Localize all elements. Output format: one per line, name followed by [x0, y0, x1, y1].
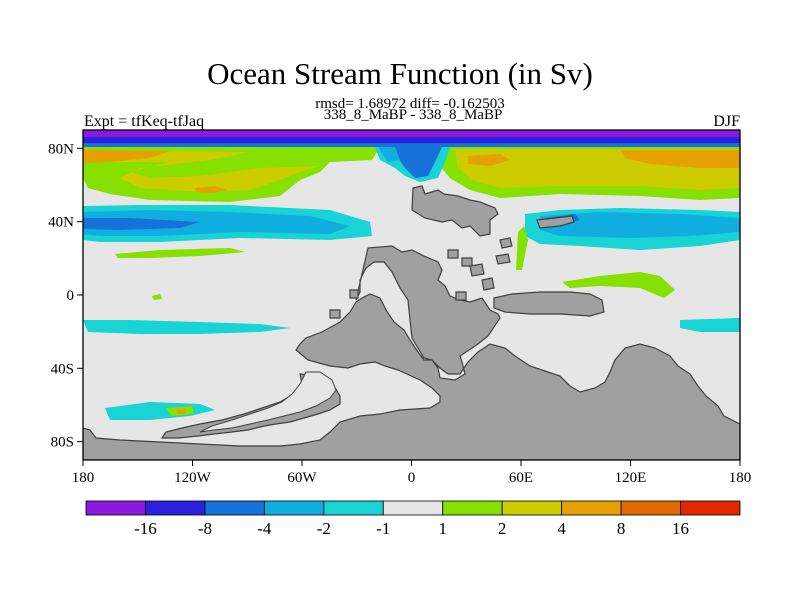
contour-east-tropic-green: [562, 272, 675, 298]
x-tick-label: 60W: [287, 470, 317, 486]
x-tick-label: 0: [408, 470, 416, 486]
land-island-5: [481, 277, 495, 291]
contour-tropic-small-green: [152, 294, 162, 300]
colorbar-label: 4: [557, 519, 566, 538]
land-main-continent: [83, 245, 740, 460]
y-tick-label: 80N: [48, 141, 74, 157]
colorbar-label: -8: [198, 519, 212, 538]
experiment-label: Expt = tfKeq-tfJaq: [84, 113, 205, 130]
polar-band-light-blue: [83, 143, 740, 147]
colorbar-swatch: [561, 500, 622, 516]
x-tick-label: 60E: [509, 470, 533, 486]
y-axis-ticks: 80N 40N 0 40S 80S: [48, 141, 74, 450]
contour-east-high-lat-orange-1: [468, 154, 510, 166]
contour-south-tropic-cyan-west: [83, 320, 290, 334]
colorbar-swatch: [680, 500, 741, 516]
land-island-1: [447, 249, 459, 259]
x-tick-label: 120W: [174, 470, 212, 486]
interior-gap-1: [199, 371, 337, 433]
colorbar-label: 8: [617, 519, 626, 538]
land-se-block: [493, 291, 605, 317]
y-tick-label: 80S: [51, 435, 74, 451]
contour-east-small-green: [516, 226, 528, 270]
season-label: DJF: [713, 113, 740, 130]
land-island-8: [349, 289, 359, 299]
land-island-2: [461, 257, 473, 267]
colorbar-label: -4: [257, 519, 272, 538]
polar-band-violet: [83, 130, 740, 137]
x-tick-label: 120E: [615, 470, 647, 486]
colorbar-swatch: [85, 500, 146, 516]
y-tick-label: 0: [67, 288, 75, 304]
contour-arctic-gap-blue: [392, 147, 442, 178]
contour-east-high-lat-orange-2: [620, 150, 740, 168]
contour-west-tropic-green: [115, 248, 245, 258]
colorbar-swatch: [442, 500, 503, 516]
colorbar-label: 16: [672, 519, 689, 538]
colorbar-label: 2: [498, 519, 507, 538]
colorbar-label: 1: [438, 519, 447, 538]
colorbar-swatch: [204, 500, 265, 516]
contour-east-midlat-sky: [540, 212, 740, 238]
chart-subtitle: 338_8_MaBP - 338_8_MaBP: [323, 107, 503, 123]
contour-south-tropic-cyan-east: [680, 318, 740, 332]
land-island-3: [469, 263, 485, 277]
land-island-7: [329, 309, 341, 319]
y-tick-label: 40N: [48, 215, 74, 231]
colorbar-label: -16: [134, 519, 157, 538]
rmsd-text: rmsd= 1.68972 diff= -0.162503: [315, 96, 505, 112]
colorbar-swatch: [263, 500, 325, 516]
colorbar: -16 -8 -4 -2 -1 1 2 4 8 16: [85, 500, 741, 538]
land-island-4: [495, 253, 511, 265]
y-tick-label: 40S: [51, 361, 74, 377]
chart-title: Ocean Stream Function (in Sv): [207, 56, 593, 91]
contour-west-small-green: [86, 175, 112, 186]
contour-arctic-gap-sky: [378, 147, 400, 162]
contour-southern-orange: [176, 409, 186, 414]
contour-west-high-lat-yellow: [83, 150, 320, 192]
x-tick-label: 180: [72, 470, 95, 486]
contour-west-mid-orange: [195, 186, 228, 193]
contour-west-midlat-blue: [83, 218, 200, 230]
land-island-6: [455, 291, 467, 301]
land-island-9: [499, 237, 513, 249]
contour-west-midlat-sky: [83, 210, 350, 236]
map-plot-area: [83, 130, 740, 460]
land-northern-block: [411, 185, 499, 237]
polar-band-blue: [83, 137, 740, 143]
colorbar-label: -1: [376, 519, 390, 538]
colorbar-label: -2: [317, 519, 331, 538]
contour-west-high-lat-orange: [83, 150, 170, 163]
axis-tick-marks: [77, 147, 741, 466]
colorbar-swatch: [382, 500, 444, 516]
colorbar-swatch: [620, 500, 681, 516]
colorbar-swatch: [323, 500, 384, 516]
x-tick-label: 180: [729, 470, 752, 486]
x-axis-ticks: 180 120W 60W 0 60E 120E 180: [72, 470, 752, 486]
colorbar-swatch: [145, 500, 206, 516]
colorbar-swatch: [501, 500, 563, 516]
land-east-island: [536, 215, 575, 229]
